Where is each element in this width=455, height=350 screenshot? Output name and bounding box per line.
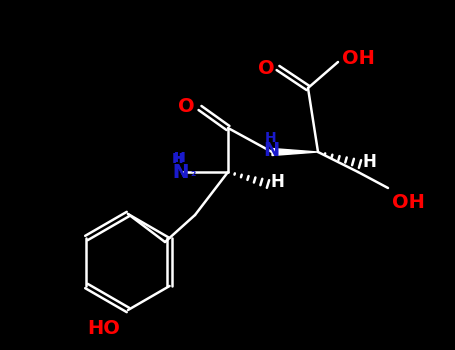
Text: OH: OH <box>342 49 375 68</box>
Text: H: H <box>270 173 284 191</box>
Text: H: H <box>362 153 376 171</box>
Text: N: N <box>172 162 188 182</box>
Text: OH: OH <box>392 193 425 211</box>
Text: H: H <box>174 151 186 165</box>
Text: H: H <box>174 151 186 165</box>
Text: O: O <box>178 97 194 116</box>
Text: O: O <box>258 58 274 77</box>
Text: N: N <box>172 163 188 182</box>
Text: HO: HO <box>87 318 120 337</box>
Text: N: N <box>263 141 279 161</box>
Polygon shape <box>272 148 318 155</box>
Text: H: H <box>172 152 184 166</box>
Text: ₂: ₂ <box>190 167 195 180</box>
Text: H: H <box>265 131 277 145</box>
